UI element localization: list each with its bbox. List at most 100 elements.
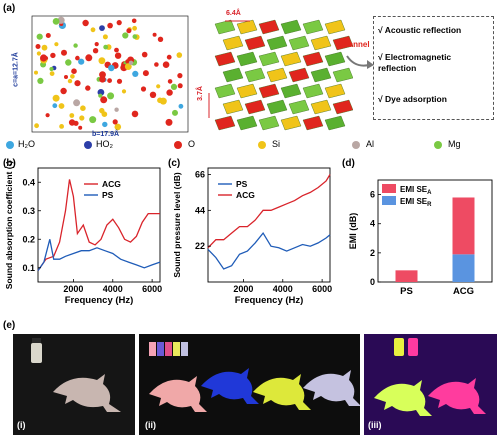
atom-legend: H₂O HO₂ O Si Al Mg xyxy=(0,138,500,154)
atom-marker xyxy=(54,42,59,47)
y-tick-label: 2 xyxy=(370,248,375,258)
x-tick-label: 6000 xyxy=(312,284,332,294)
atom-marker xyxy=(41,44,48,51)
dolphin-glow-yellow-icon xyxy=(374,380,432,416)
framework-block xyxy=(222,35,244,51)
y-tick-label: 4 xyxy=(370,219,375,229)
x-tick-label: 4000 xyxy=(103,284,123,294)
framework-block xyxy=(236,83,258,99)
framework-block xyxy=(310,99,332,115)
legend-label: PS xyxy=(236,179,248,189)
atom-marker xyxy=(78,58,85,65)
atom-marker xyxy=(60,87,67,95)
framework-block xyxy=(280,19,302,35)
channel-arrow-icon xyxy=(345,52,375,77)
atom-marker xyxy=(172,109,178,116)
atom-marker xyxy=(92,48,99,54)
framework-block xyxy=(214,83,236,99)
atom-marker xyxy=(82,19,89,27)
caption-i: (i) xyxy=(17,420,26,430)
atom-marker xyxy=(64,75,68,79)
framework-block xyxy=(244,99,266,115)
framework-block xyxy=(288,35,310,51)
framework-block xyxy=(324,19,346,35)
dolphin-blue-icon xyxy=(201,368,259,404)
atom-marker xyxy=(99,76,106,83)
atom-marker xyxy=(159,97,167,105)
atom-marker xyxy=(73,43,78,48)
framework-block xyxy=(288,99,310,115)
atom-marker xyxy=(178,103,184,109)
dolphin-glow-pink-icon xyxy=(428,378,486,414)
dye-vials-icon xyxy=(149,342,188,356)
bar-acg-r xyxy=(452,254,475,282)
vial-cap-icon xyxy=(32,338,41,343)
framework-block xyxy=(258,83,280,99)
panel-e-label: (e) xyxy=(3,320,16,331)
atom-marker xyxy=(141,51,148,58)
atom-marker xyxy=(103,44,109,50)
x-tick-label: 2000 xyxy=(63,284,83,294)
photo-iii: (iii) xyxy=(364,334,497,435)
atom-marker xyxy=(108,64,115,72)
atom-marker xyxy=(85,85,91,91)
atom-marker xyxy=(85,54,93,62)
framework-block xyxy=(324,51,346,67)
atom-marker xyxy=(74,80,81,87)
x-tick-label: 4000 xyxy=(273,284,293,294)
y-tick-label: 0.4 xyxy=(22,177,35,187)
x-axis-title: Frequency (Hz) xyxy=(235,295,304,306)
atom-marker xyxy=(70,74,75,79)
x-tick-label: 6000 xyxy=(142,284,162,294)
series-line-acg xyxy=(37,179,160,271)
y-axis-title: Sound pressure level (dB) xyxy=(172,172,182,277)
atom-marker xyxy=(152,32,157,37)
atom-marker xyxy=(107,92,115,100)
framework-block xyxy=(266,35,288,51)
y-tick-label: 44 xyxy=(195,205,205,215)
plot-frame xyxy=(377,179,493,283)
bar-acg-a xyxy=(452,197,475,255)
dim-64-label: 6.4Å xyxy=(226,10,241,17)
atom-marker xyxy=(132,25,137,31)
atom-marker xyxy=(98,57,106,65)
category-label: ACG xyxy=(453,286,474,297)
atom-marker xyxy=(116,78,123,84)
framework-block xyxy=(332,99,354,115)
feature-dye: √ Dye adsorption xyxy=(378,94,447,104)
legend-al: Al xyxy=(366,139,375,149)
legend-swatch xyxy=(382,184,396,193)
framework-block xyxy=(310,35,332,51)
mg-dot-icon xyxy=(434,141,442,149)
atom-marker xyxy=(132,34,138,39)
framework-block xyxy=(302,19,324,35)
legend-ho2: HO₂ xyxy=(96,139,113,149)
atom-marker xyxy=(90,27,96,33)
vial-yellow-icon xyxy=(394,338,404,356)
y-axis-title: Sound absorption coefficient (-) xyxy=(4,161,14,290)
feature-acoustic: √ Acoustic reflection xyxy=(378,25,462,35)
atom-marker xyxy=(156,84,161,89)
atom-marker xyxy=(36,33,43,40)
x-axis-title: Frequency (Hz) xyxy=(65,295,134,306)
legend-label: ACG xyxy=(102,179,121,189)
chart-c: 2000 4000 6000 22 44 66 Frequency (Hz) Sound pr… xyxy=(166,158,338,323)
framework-block xyxy=(280,51,302,67)
atom-marker xyxy=(107,22,113,29)
atom-marker xyxy=(69,113,75,118)
axis-c-label: c=a=12.7Å xyxy=(12,52,20,87)
atom-marker xyxy=(71,68,77,74)
atom-marker xyxy=(100,96,108,104)
atom-marker xyxy=(140,86,147,92)
framework-block xyxy=(310,67,332,83)
atom-marker xyxy=(114,47,119,53)
legend-label: ACG xyxy=(236,190,255,200)
atom-marker xyxy=(107,78,112,83)
legend-mg: Mg xyxy=(448,139,461,149)
atom-marker xyxy=(131,110,139,118)
atom-marker xyxy=(142,70,149,77)
ho2-dot-icon xyxy=(84,141,92,149)
framework-block xyxy=(236,19,258,35)
o-dot-icon xyxy=(174,141,182,149)
framework-block xyxy=(244,35,266,51)
